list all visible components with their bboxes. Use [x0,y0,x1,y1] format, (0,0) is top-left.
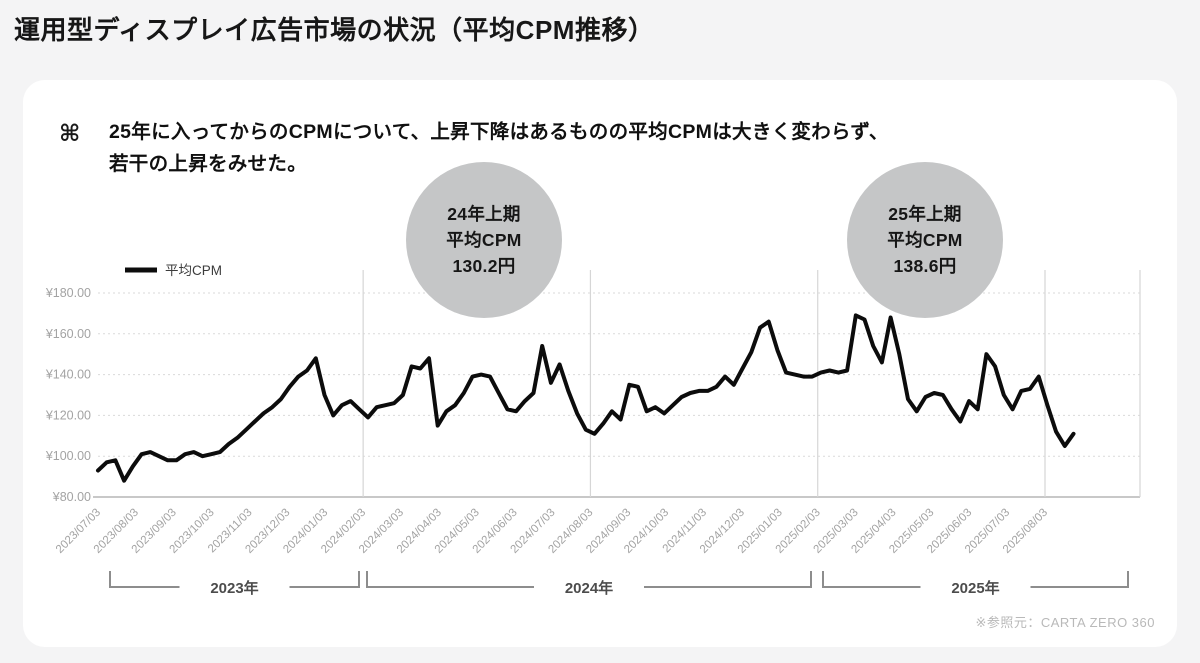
y-tick-label: ¥180.00 [45,286,91,300]
summary-note-line-2: 若干の上昇をみせた。 [109,153,308,175]
badge-metric: 平均CPM [887,230,963,250]
year-bracket [109,571,360,588]
year-bracket-label: 2024年 [565,579,613,597]
year-bracket-label: 2025年 [951,579,999,597]
year-bracket [366,571,812,588]
summary-note: 25年に入ってからのCPMについて、上昇下降はあるものの平均CPMは大きく変わら… [109,116,889,180]
year-bracket-label: 2023年 [210,579,258,597]
y-tick-label: ¥80.00 [52,490,91,504]
y-tick-label: ¥160.00 [45,327,91,341]
average-cpm-line-chart: ¥180.00 ¥160.00 ¥140.00 ¥120.00 ¥100.00 ¥80.0… [45,263,1141,597]
command-icon: ⌘ [59,120,81,146]
annotation-badge-24h1: 24年上期 平均CPM 130.2円 [406,162,562,318]
legend-label: 平均CPM [165,263,222,278]
badge-value: 130.2円 [452,256,516,276]
year-bracket [822,571,1129,588]
chart-card: ⌘ 25年に入ってからのCPMについて、上昇下降はあるものの平均CPMは大きく変… [23,80,1177,647]
y-tick-label: ¥120.00 [45,408,91,422]
y-tick-label: ¥140.00 [45,368,91,382]
summary-note-line-1: 25年に入ってからのCPMについて、上昇下降はあるものの平均CPMは大きく変わら… [109,121,889,143]
annotation-badge-25h1: 25年上期 平均CPM 138.6円 [847,162,1003,318]
y-tick-label: ¥100.00 [45,449,91,463]
badge-period: 24年上期 [447,204,521,224]
badge-metric: 平均CPM [446,230,522,250]
page-title: 運用型ディスプレイ広告市場の状況（平均CPM推移） [14,15,655,45]
source-note: ※参照元：CARTA ZERO 360 [975,615,1155,630]
badge-value: 138.6円 [893,256,957,276]
badge-period: 25年上期 [888,204,962,224]
cpm-line-series [96,313,1076,483]
